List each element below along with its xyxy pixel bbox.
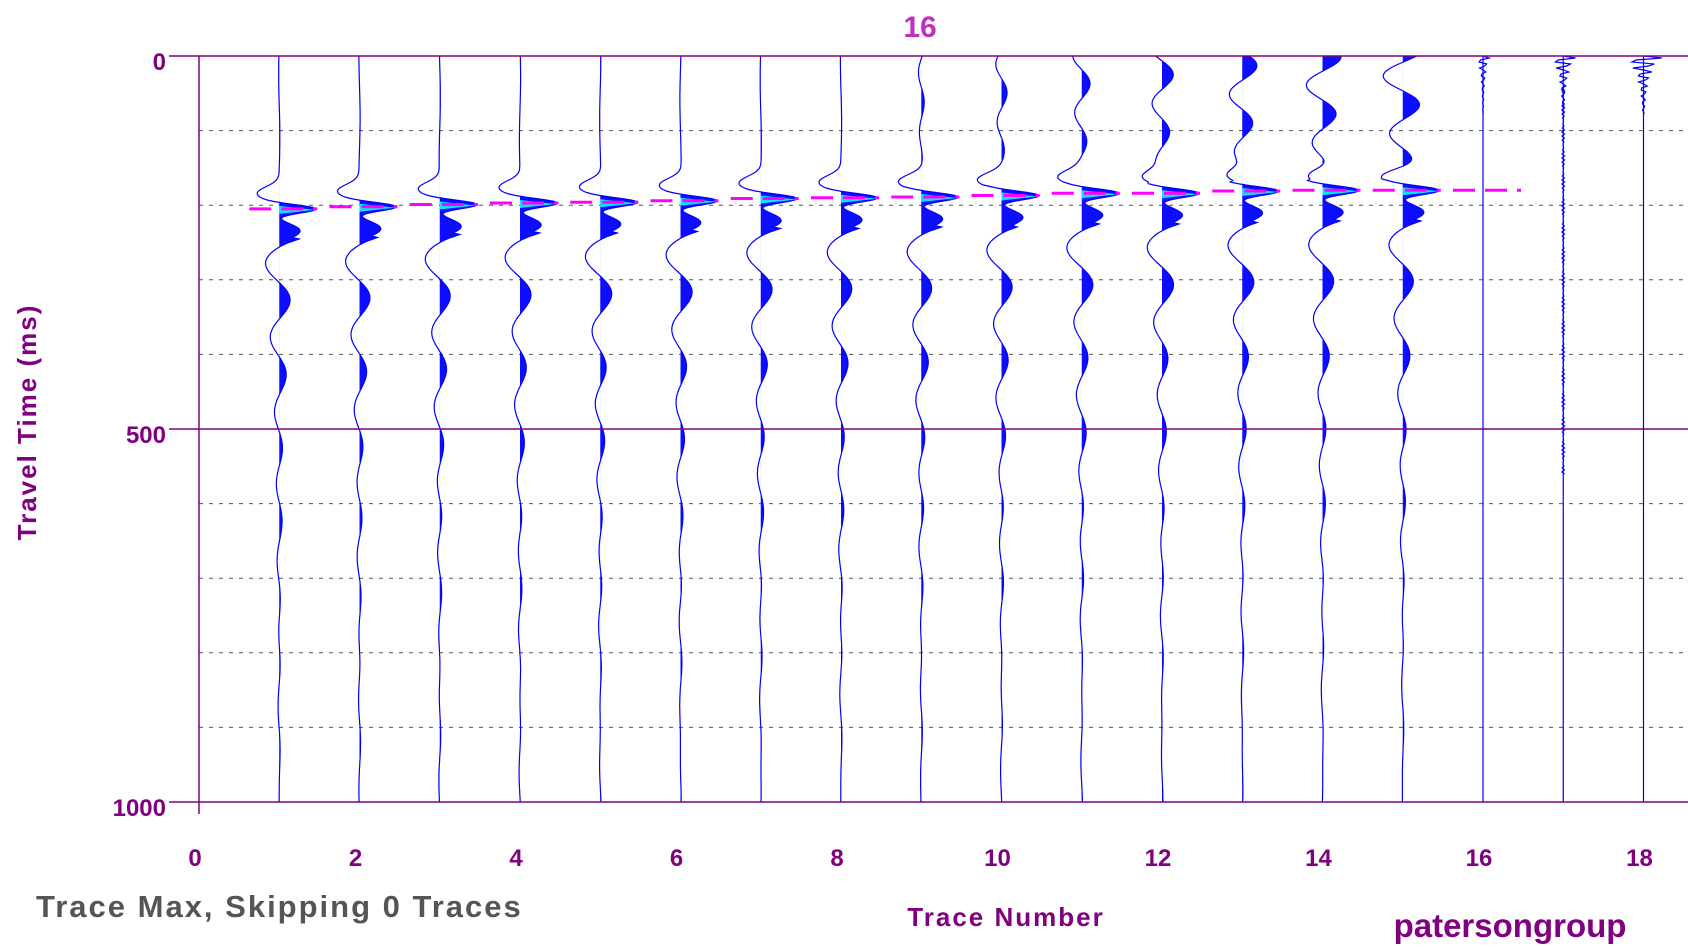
- patersongroup-logo: patersongroup: [1394, 907, 1627, 944]
- y-axis-label: Travel Time (ms): [12, 304, 42, 541]
- x-tick-label: 8: [830, 845, 843, 872]
- trace-wiggle: [1629, 55, 1662, 115]
- x-tick-label: 14: [1305, 845, 1332, 872]
- x-tick-label: 12: [1145, 845, 1172, 872]
- trace-wiggle: [1478, 55, 1492, 115]
- axes: 0 500 1000 0 2 4 6 8 10 12 14 16 18: [113, 49, 1688, 872]
- gridlines: [199, 130, 1688, 728]
- x-axis-label: Trace Number: [907, 902, 1104, 932]
- trace-max-note: Trace Max, Skipping 0 Traces: [36, 889, 523, 924]
- trace-fill: [600, 56, 638, 802]
- x-tick-label: 10: [984, 845, 1011, 872]
- x-tick-label: 2: [349, 845, 362, 872]
- trace-fill: [1242, 56, 1280, 802]
- trace-noise: [1560, 85, 1566, 475]
- trace-wiggle: [1553, 55, 1576, 115]
- x-tick-label: 6: [670, 845, 683, 872]
- x-tick-label: 0: [188, 845, 201, 872]
- first-break-picks: [249, 188, 1521, 211]
- x-tick-label: 4: [509, 845, 523, 872]
- y-tick-label: 500: [126, 422, 166, 449]
- y-tick-label: 1000: [113, 795, 166, 822]
- chart-title: 16: [903, 11, 936, 44]
- trace-fill: [1162, 56, 1199, 802]
- x-tick-label: 16: [1466, 845, 1493, 872]
- x-tick-label: 18: [1626, 845, 1653, 872]
- y-tick-label: 0: [153, 49, 166, 76]
